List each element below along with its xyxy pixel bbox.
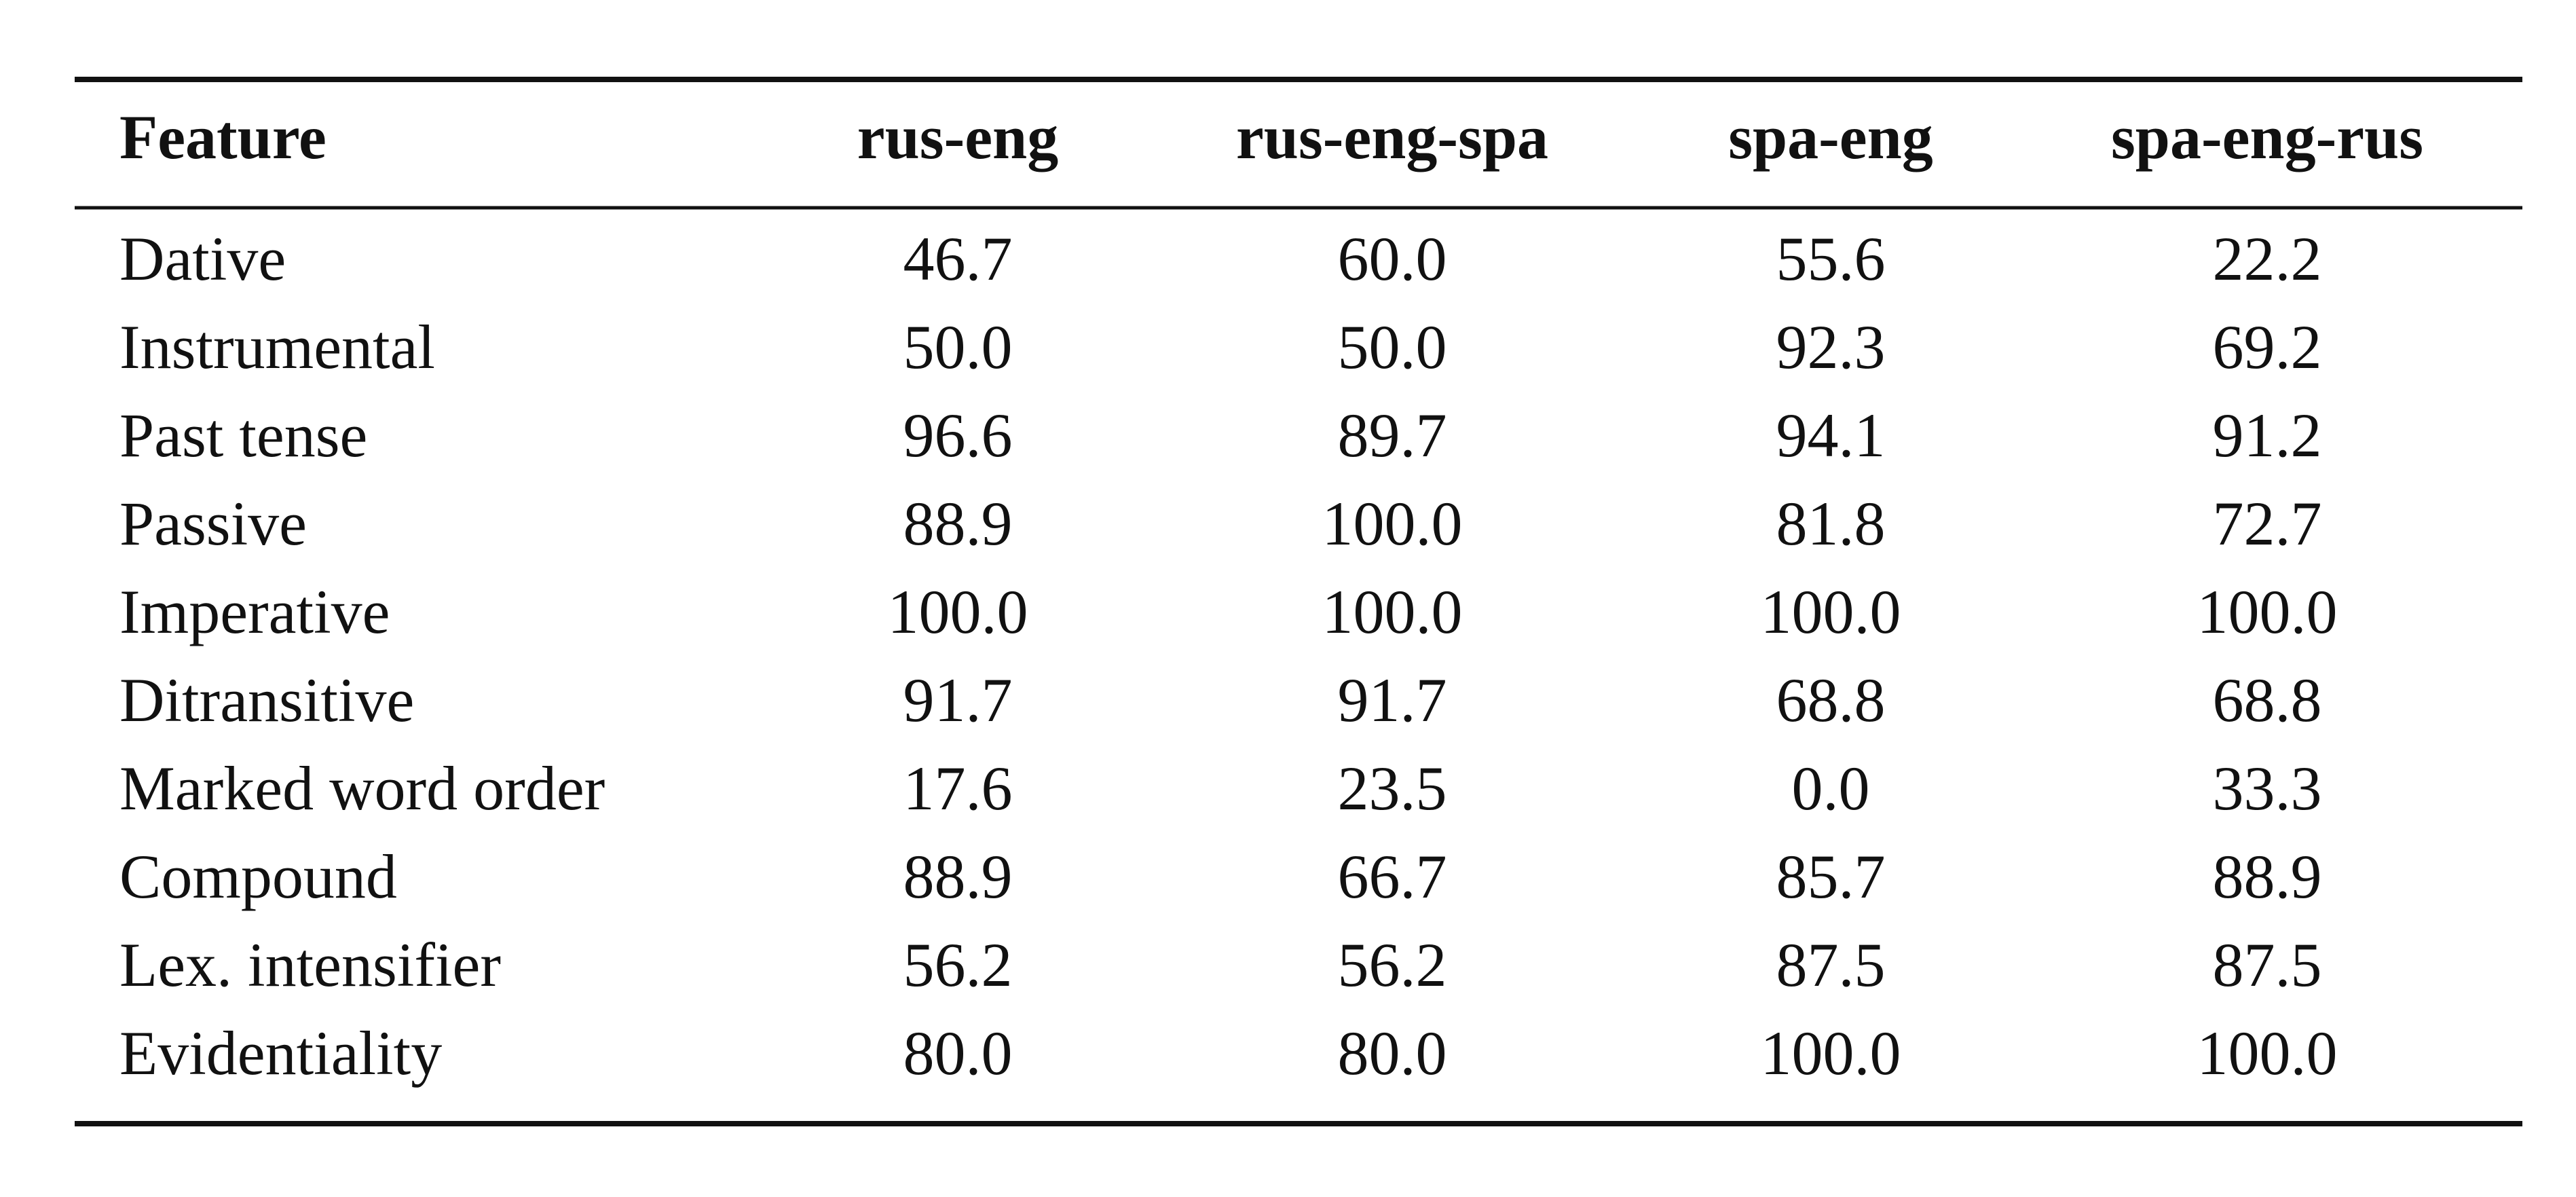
cell-value: 56.2: [903, 930, 1013, 999]
cell-value: 88.9: [2213, 842, 2322, 911]
cell-value: 80.0: [1338, 1018, 1447, 1088]
column-header: rus-eng-spa: [1236, 103, 1548, 172]
cell-value: 100.0: [888, 577, 1028, 646]
cell-value: 23.5: [1338, 754, 1447, 823]
cell-value: 100.0: [1322, 577, 1463, 646]
cell-value: 55.6: [1776, 224, 1886, 293]
row-label: Ditransitive: [119, 665, 414, 735]
row-label: Lex. intensifier: [119, 930, 501, 999]
cell-value: 69.2: [2213, 312, 2322, 382]
row-label: Evidentiality: [119, 1018, 442, 1088]
column-header: Feature: [119, 103, 326, 172]
cell-value: 68.8: [1776, 665, 1886, 735]
cell-value: 100.0: [2197, 577, 2338, 646]
cell-value: 56.2: [1338, 930, 1447, 999]
row-label: Dative: [119, 224, 286, 293]
cell-value: 46.7: [903, 224, 1013, 293]
cell-value: 88.9: [903, 842, 1013, 911]
cell-value: 96.6: [903, 401, 1013, 470]
cell-value: 0.0: [1792, 754, 1870, 823]
cell-value: 17.6: [903, 754, 1013, 823]
cell-value: 91.7: [1338, 665, 1447, 735]
column-header: rus-eng: [857, 103, 1058, 172]
row-label: Marked word order: [119, 754, 605, 823]
cell-value: 68.8: [2213, 665, 2322, 735]
row-label: Passive: [119, 489, 307, 558]
cell-value: 81.8: [1776, 489, 1886, 558]
cell-value: 100.0: [1761, 577, 1901, 646]
cell-value: 100.0: [1761, 1018, 1901, 1088]
cell-value: 88.9: [903, 489, 1013, 558]
row-label: Imperative: [119, 577, 390, 646]
cell-value: 85.7: [1776, 842, 1886, 911]
cell-value: 94.1: [1776, 401, 1886, 470]
cell-value: 50.0: [1338, 312, 1447, 382]
cell-value: 87.5: [1776, 930, 1886, 999]
cell-value: 22.2: [2213, 224, 2322, 293]
column-header: spa-eng-rus: [2111, 103, 2423, 172]
row-label: Past tense: [119, 401, 367, 470]
cell-value: 33.3: [2213, 754, 2322, 823]
cell-value: 60.0: [1338, 224, 1447, 293]
cell-value: 100.0: [2197, 1018, 2338, 1088]
cell-value: 80.0: [903, 1018, 1013, 1088]
row-label: Compound: [119, 842, 397, 911]
cell-value: 91.2: [2213, 401, 2322, 470]
row-label: Instrumental: [119, 312, 435, 382]
cell-value: 72.7: [2213, 489, 2322, 558]
cell-value: 50.0: [903, 312, 1013, 382]
cell-value: 91.7: [903, 665, 1013, 735]
cell-value: 100.0: [1322, 489, 1463, 558]
cell-value: 87.5: [2213, 930, 2322, 999]
cell-value: 66.7: [1338, 842, 1447, 911]
column-header: spa-eng: [1728, 103, 1933, 172]
cell-value: 89.7: [1338, 401, 1447, 470]
cell-value: 92.3: [1776, 312, 1886, 382]
